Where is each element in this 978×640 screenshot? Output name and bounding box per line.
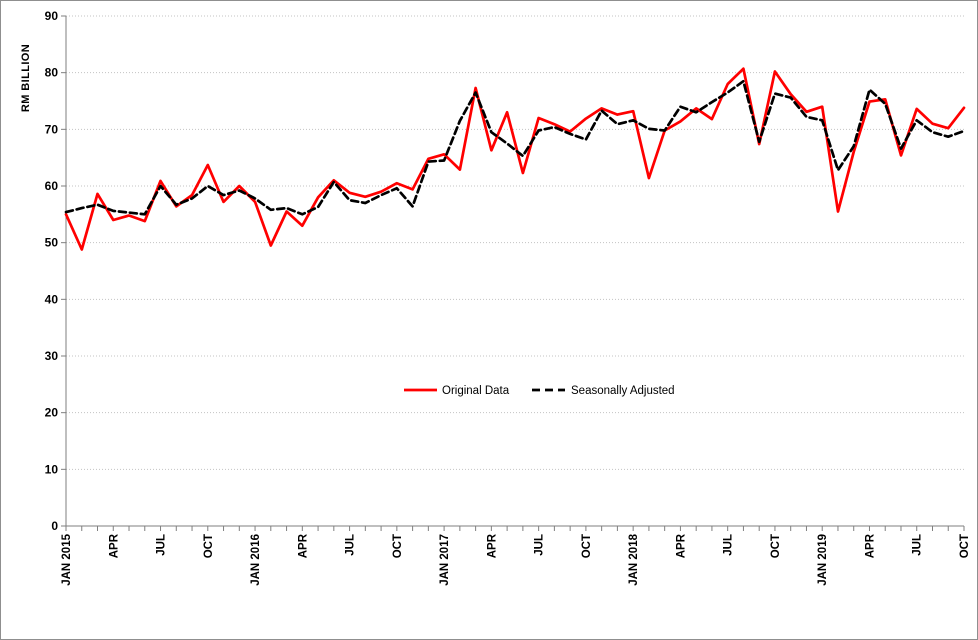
x-tick-label: OCT	[581, 534, 593, 558]
legend-original-data-label: Original Data	[442, 385, 510, 397]
x-tick-label: JAN 2017	[439, 534, 451, 586]
y-tick-label: 70	[45, 122, 59, 136]
x-tick-labels: JAN 2015 APR JUL OCT JAN 2016 APR JUL OCT JAN 20…	[61, 526, 971, 586]
legend-seasonally-adjusted-label: Seasonally Adjusted	[571, 385, 675, 397]
x-tick-label: JAN 2019	[817, 534, 829, 586]
x-tick-label: APR	[486, 533, 498, 558]
y-tick-label: 20	[45, 406, 59, 420]
y-tick-label: 40	[45, 292, 59, 306]
x-tick-label: JUL	[912, 534, 924, 556]
legend: Original Data Seasonally Adjusted	[404, 385, 675, 397]
x-tick-label: OCT	[959, 534, 971, 558]
x-tick-label: APR	[297, 533, 309, 558]
x-tick-label: JAN 2016	[250, 534, 262, 586]
y-axis-title: RM BILLION	[20, 44, 32, 112]
y-tick-label: 30	[45, 349, 59, 363]
y-tick-label: 0	[51, 519, 58, 533]
x-tick-label: APR	[675, 533, 687, 558]
x-tick-label: JAN 2018	[628, 533, 640, 585]
y-tick-label: 80	[45, 66, 59, 80]
x-tick-label: APR	[864, 533, 876, 558]
series-original-data-line	[64, 67, 966, 251]
x-tick-label: JUL	[534, 534, 546, 556]
y-tick-label: 60	[45, 179, 59, 193]
x-tick-label: OCT	[203, 534, 215, 558]
y-tick-label: 10	[45, 462, 59, 476]
x-tick-label: JAN 2015	[61, 533, 73, 585]
gridlines	[66, 15, 964, 470]
x-tick-label: JUL	[156, 534, 168, 556]
series-seasonally-adjusted-line	[64, 79, 966, 216]
y-tick-label: 90	[45, 9, 59, 23]
x-tick-label: OCT	[770, 534, 782, 558]
x-tick-label: APR	[108, 533, 120, 558]
y-tick-labels: 0 10 20 30 40 50 60 70 80 90	[45, 9, 66, 533]
x-tick-label: JUL	[345, 534, 357, 556]
y-tick-label: 50	[45, 236, 59, 250]
x-tick-label: JUL	[723, 534, 735, 556]
x-tick-label: OCT	[392, 534, 404, 558]
